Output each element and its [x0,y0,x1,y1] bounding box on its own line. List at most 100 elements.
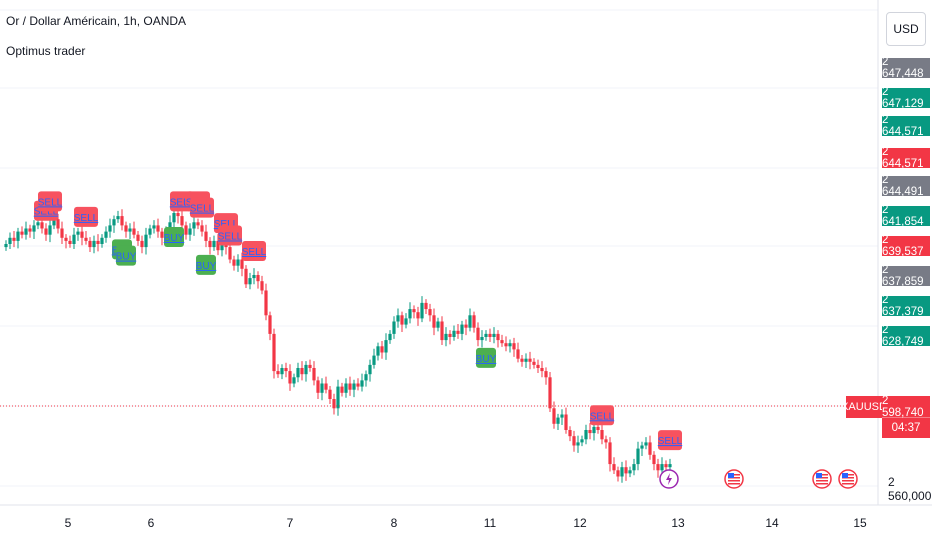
candle-body-97 [392,321,396,334]
x-tick-15: 15 [853,516,867,530]
candle-body-113 [456,330,460,334]
candle-body-150 [604,439,608,443]
candle-body-122 [492,333,496,337]
candle-body-110 [444,333,448,341]
sell-signal-2[interactable]: SELL [74,206,99,227]
candle-body-80 [324,383,328,390]
candle-body-142 [572,436,576,446]
candle-body-104 [420,302,424,319]
candle-body-137 [552,408,556,424]
sell-signal-11[interactable]: SELL [218,225,243,246]
candle-body-75 [304,364,308,375]
us-flag-event-icon[interactable] [838,469,858,489]
candle-body-94 [380,346,384,353]
candle-body-57 [232,259,236,266]
sell-signal-7[interactable]: SELL [190,197,215,218]
candle-body-115 [464,324,468,328]
buy-signal-4[interactable]: BUY [116,245,137,266]
candle-body-101 [408,309,412,319]
candle-body-28 [116,216,120,220]
candle-body-16 [68,240,72,244]
svg-text:BUY: BUY [196,261,217,272]
indicator-name[interactable]: Optimus trader [6,44,86,58]
candle-body-63 [256,274,260,282]
candle-body-163 [656,464,660,471]
buy-signal-13[interactable]: BUY [476,347,497,368]
price-axis-tick: 2 560,000 [888,475,932,503]
candle-body-81 [328,389,332,399]
svg-text:SELL: SELL [170,197,195,208]
candle-body-74 [300,367,304,375]
candle-body-139 [560,414,564,418]
candle-body-32 [132,228,136,235]
x-tick-13: 13 [671,516,685,530]
candle-body-86 [348,383,352,390]
candle-body-45 [184,225,188,235]
bar-countdown: 04:37 [882,417,930,438]
candle-body-126 [508,343,512,347]
candle-body-120 [484,333,488,337]
candle-body-95 [384,340,388,353]
candle-body-29 [120,216,124,226]
candle-body-99 [400,315,404,325]
candle-body-9 [40,222,44,229]
candle-body-105 [424,302,428,310]
candle-body-144 [580,439,584,443]
buy-signal-8[interactable]: BUY [164,226,185,247]
candle-body-56 [228,247,232,260]
candle-body-133 [536,364,540,368]
x-tick-6: 6 [147,516,155,530]
svg-text:SELL: SELL [38,197,63,208]
sell-signal-12[interactable]: SELL [242,240,267,261]
candle-body-82 [332,398,336,409]
candle-body-111 [448,333,452,337]
price-label-8: 2 637,379 [882,294,930,318]
candle-body-68 [276,371,280,375]
us-flag-event-icon[interactable] [724,469,744,489]
candle-body-0 [4,243,8,248]
candle-body-55 [224,243,228,248]
currency-button[interactable]: USD [886,12,926,46]
candle-body-7 [32,225,36,232]
candle-body-160 [644,442,648,446]
candle-body-84 [340,386,344,393]
candle-body-118 [476,327,480,341]
candle-body-2 [12,237,16,241]
x-tick-12: 12 [573,516,587,530]
lightning-event-icon[interactable] [659,469,679,489]
candle-body-90 [364,374,368,381]
svg-text:SELL: SELL [658,436,683,447]
candle-body-25 [104,231,108,238]
candle-body-48 [196,222,200,226]
sell-signal-14[interactable]: SELL [590,405,615,426]
candle-body-15 [64,237,68,241]
candle-body-64 [260,281,264,291]
candle-body-53 [216,240,220,251]
candle-body-106 [428,309,432,316]
candle-body-12 [52,219,56,226]
candle-body-157 [632,464,636,471]
candle-body-109 [440,321,444,341]
buy-signal-9[interactable]: BUY [196,254,217,275]
candle-body-165 [664,464,668,468]
candle-body-47 [192,222,196,229]
candle-body-166 [668,464,672,468]
sell-signal-15[interactable]: SELL [658,430,683,451]
sell-signal-1[interactable]: SELL [38,191,63,212]
candle-body-107 [432,315,436,328]
us-flag-event-icon[interactable] [812,469,832,489]
candle-body-124 [500,340,504,344]
candle-body-91 [368,364,372,375]
candle-body-161 [648,442,652,455]
candle-body-112 [452,330,456,337]
candle-body-5 [24,228,28,235]
candle-body-20 [84,237,88,241]
candle-body-62 [252,274,256,279]
candle-body-140 [564,414,568,430]
price-label-3: 2 644,571 [882,146,930,170]
candle-body-43 [176,212,180,217]
candle-body-141 [568,429,572,437]
candle-body-54 [220,243,224,251]
candle-body-129 [520,358,524,362]
